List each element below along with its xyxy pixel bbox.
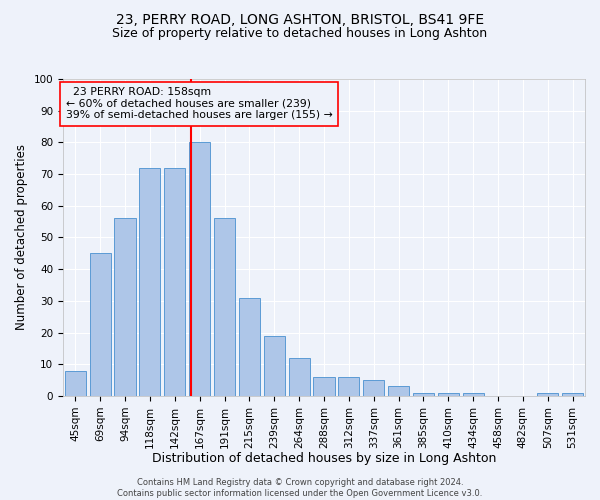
- Text: Contains HM Land Registry data © Crown copyright and database right 2024.
Contai: Contains HM Land Registry data © Crown c…: [118, 478, 482, 498]
- Bar: [463, 393, 484, 396]
- Bar: [313, 377, 335, 396]
- Bar: [189, 142, 210, 396]
- Bar: [139, 168, 160, 396]
- Bar: [239, 298, 260, 396]
- Bar: [437, 393, 459, 396]
- X-axis label: Distribution of detached houses by size in Long Ashton: Distribution of detached houses by size …: [152, 452, 496, 465]
- Bar: [89, 254, 111, 396]
- Text: 23, PERRY ROAD, LONG ASHTON, BRISTOL, BS41 9FE: 23, PERRY ROAD, LONG ASHTON, BRISTOL, BS…: [116, 12, 484, 26]
- Bar: [214, 218, 235, 396]
- Bar: [363, 380, 384, 396]
- Bar: [65, 370, 86, 396]
- Bar: [263, 336, 285, 396]
- Bar: [115, 218, 136, 396]
- Y-axis label: Number of detached properties: Number of detached properties: [15, 144, 28, 330]
- Bar: [537, 393, 558, 396]
- Bar: [388, 386, 409, 396]
- Text: Size of property relative to detached houses in Long Ashton: Size of property relative to detached ho…: [112, 28, 488, 40]
- Bar: [338, 377, 359, 396]
- Bar: [413, 393, 434, 396]
- Text: 23 PERRY ROAD: 158sqm
← 60% of detached houses are smaller (239)
39% of semi-det: 23 PERRY ROAD: 158sqm ← 60% of detached …: [65, 87, 332, 120]
- Bar: [164, 168, 185, 396]
- Bar: [562, 393, 583, 396]
- Bar: [289, 358, 310, 396]
